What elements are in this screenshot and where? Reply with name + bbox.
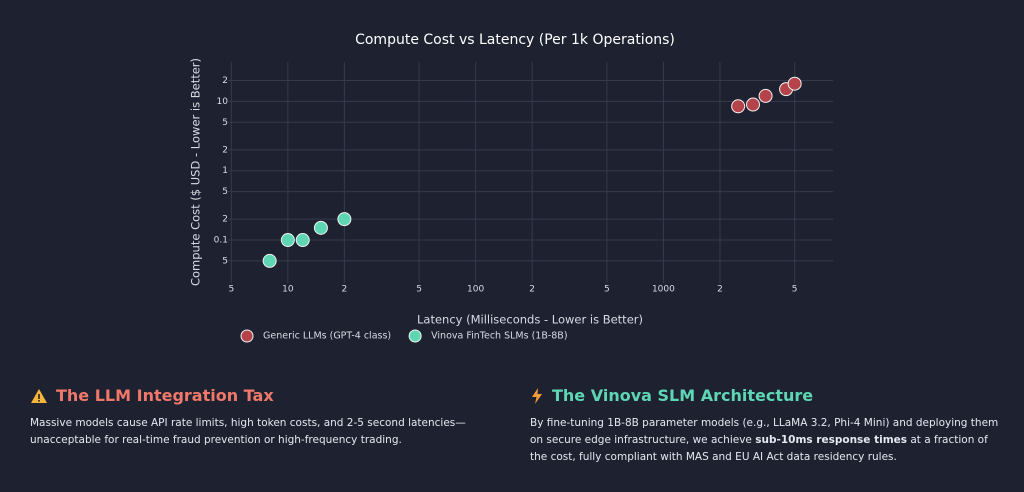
y-axis-title: Compute Cost ($ USD - Lower is Better) — [189, 58, 203, 286]
x-tick-label: 5 — [604, 285, 610, 295]
x-tick-label: 5 — [228, 285, 234, 295]
legend-label: Vinova FinTech SLMs (1B-8B) — [431, 331, 567, 342]
point — [313, 220, 328, 235]
point — [337, 212, 352, 227]
x-tick-label: 2 — [342, 285, 348, 295]
x-tick-label: 5 — [792, 285, 798, 295]
x-tick-label: 100 — [467, 285, 484, 295]
point — [746, 97, 761, 112]
text: By fine-tuning 1B-8B parameter models (e… — [530, 417, 999, 446]
highlight: sub-10ms response times — [755, 434, 908, 446]
y-tick-label: 5 — [222, 118, 228, 128]
card-text: By fine-tuning 1B-8B parameter models (e… — [530, 415, 1000, 466]
point — [731, 99, 746, 114]
point — [295, 233, 310, 248]
x-tick-label: 2 — [529, 285, 535, 295]
chart: Compute Cost vs Latency (Per 1k Operatio… — [189, 32, 833, 343]
point — [787, 76, 802, 91]
y-tick-label: 1 — [222, 166, 228, 176]
x-tick-label: 10 — [282, 285, 294, 295]
x-tick-label: 2 — [717, 285, 723, 295]
x-axis-title: Latency (Milliseconds - Lower is Better) — [417, 313, 643, 327]
text: at a fraction of the cost, fully complia… — [530, 434, 988, 463]
y-tick-label: 5 — [222, 187, 228, 197]
card: The Vinova SLM Architecture By fine-tuni… — [530, 386, 1000, 466]
warning-icon — [31, 388, 47, 403]
legend-marker — [408, 329, 422, 343]
card-heading: The Vinova SLM Architecture — [530, 386, 1000, 405]
legend-marker — [240, 329, 254, 343]
bolt-icon — [532, 387, 542, 404]
point — [758, 88, 773, 103]
legend-label: Generic LLMs (GPT-4 class) — [263, 331, 391, 342]
card-title: The Vinova SLM Architecture — [552, 386, 814, 405]
x-tick-label: 1000 — [652, 285, 675, 295]
y-tick-label: 2 — [222, 215, 228, 225]
y-tick-label: 2 — [222, 145, 228, 155]
text: Massive models cause API rate limits, hi… — [30, 417, 466, 446]
card: The LLM Integration Tax Massive models c… — [30, 386, 500, 449]
point — [280, 233, 295, 248]
y-tick-label: 2 — [222, 76, 228, 86]
x-tick-label: 5 — [416, 285, 422, 295]
point — [262, 253, 277, 268]
card-heading: The LLM Integration Tax — [30, 386, 500, 405]
y-tick-label: 10 — [217, 97, 229, 107]
chart-title: Compute Cost vs Latency (Per 1k Operatio… — [355, 32, 675, 48]
y-tick-label: 0.1 — [214, 236, 228, 246]
card-title: The LLM Integration Tax — [56, 386, 274, 405]
y-tick-label: 5 — [222, 256, 228, 266]
card-text: Massive models cause API rate limits, hi… — [30, 415, 500, 449]
